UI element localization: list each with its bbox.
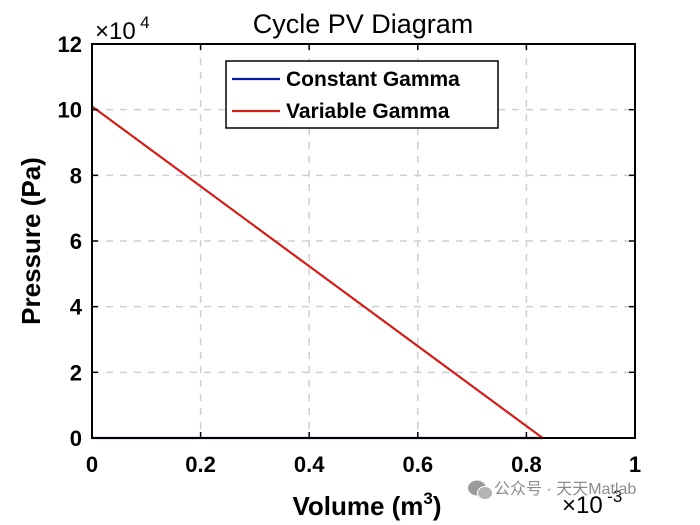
x-tick-label: 0.2 bbox=[185, 452, 216, 477]
y-tick-label: 8 bbox=[70, 163, 82, 188]
y-tick-label: 12 bbox=[58, 32, 82, 57]
x-axis-label: Volume (m3) bbox=[292, 489, 441, 521]
legend-label-constant-gamma: Constant Gamma bbox=[286, 68, 460, 91]
wechat-icon bbox=[468, 480, 493, 500]
y-tick-label: 10 bbox=[58, 98, 82, 123]
x-axis-exponent: ×10 -3 bbox=[562, 487, 622, 519]
y-tick-label: 0 bbox=[70, 426, 82, 451]
x-tick-label: 0 bbox=[86, 452, 98, 477]
chart-title: Cycle PV Diagram bbox=[253, 9, 474, 39]
x-tick-label: 0.6 bbox=[403, 452, 434, 477]
y-tick-label: 6 bbox=[70, 229, 82, 254]
legend-box bbox=[225, 60, 499, 129]
series-line-variable-gamma bbox=[91, 105, 544, 439]
x-tick-label: 1 bbox=[629, 452, 641, 477]
y-axis-exponent: ×10 4 bbox=[95, 13, 150, 45]
y-tick-labels: 0 2 4 6 8 10 12 bbox=[58, 32, 83, 451]
y-axis-label: Pressure (Pa) bbox=[16, 157, 46, 325]
x-tick-label: 0.8 bbox=[511, 452, 542, 477]
series-layer bbox=[91, 105, 544, 440]
y-tick-label: 4 bbox=[70, 295, 83, 320]
watermark-text: 公众号 · 天天Matlab bbox=[494, 480, 636, 498]
legend-label-variable-gamma: Variable Gamma bbox=[286, 100, 450, 123]
y-tick-label: 2 bbox=[70, 360, 82, 385]
watermark: 公众号 · 天天Matlab bbox=[468, 480, 636, 500]
tick-marks bbox=[91, 43, 636, 439]
x-tick-label: 0.4 bbox=[294, 452, 325, 477]
legend: Constant Gamma Variable Gamma bbox=[225, 60, 499, 129]
x-tick-labels: 0 0.2 0.4 0.6 0.8 1 bbox=[86, 452, 641, 477]
